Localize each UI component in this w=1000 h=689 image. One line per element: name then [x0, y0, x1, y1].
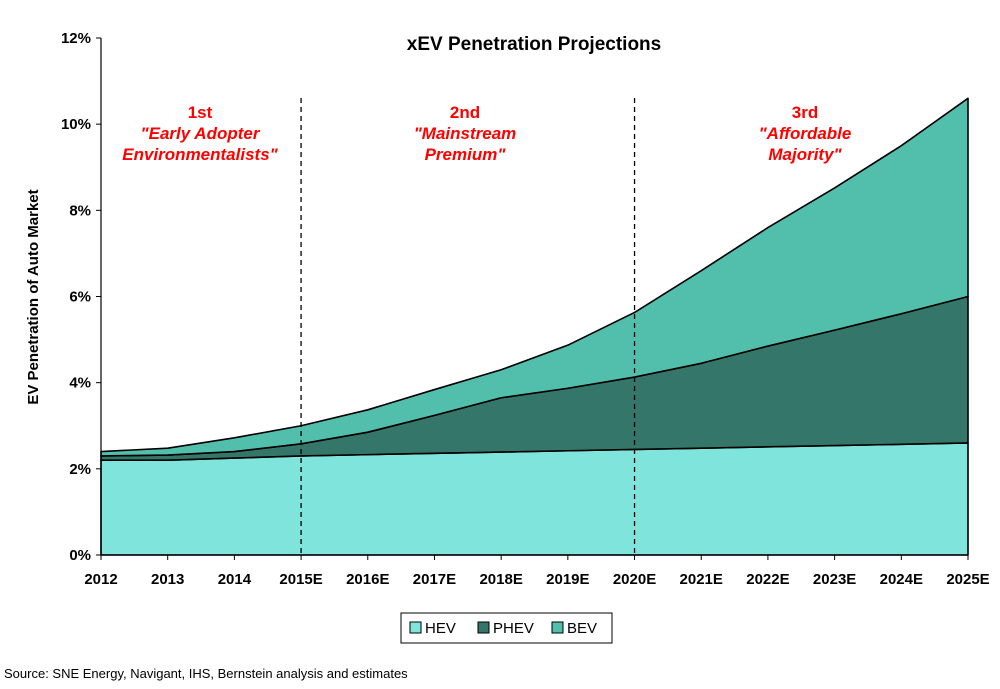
x-tick-label: 2012 [84, 571, 117, 588]
x-tick-label: 2017E [413, 571, 456, 588]
legend-swatch-phev [477, 621, 490, 634]
chart-title: xEV Penetration Projections [407, 34, 661, 55]
legend-swatch-bev [551, 621, 564, 634]
y-tick-label: 0% [69, 547, 91, 564]
area-hev [100, 442, 969, 556]
phase-1-line2: Environmentalists" [122, 145, 278, 164]
y-tick-label: 10% [61, 116, 91, 133]
phase-2-number: 2nd [450, 103, 480, 122]
y-tick-label: 8% [69, 202, 91, 219]
area-bev [100, 97, 969, 457]
x-tick-label: 2018E [479, 571, 522, 588]
x-tick-label: 2022E [746, 571, 789, 588]
x-tick-label: 2014 [218, 571, 252, 588]
phase-3-number: 3rd [792, 103, 818, 122]
legend-label-bev: BEV [567, 620, 597, 637]
legend-label-phev: PHEV [493, 620, 534, 637]
y-tick-label: 4% [69, 375, 91, 392]
phase-3-line1: "Affordable [759, 124, 852, 143]
phase-2-line2: Premium" [425, 145, 507, 164]
x-tick-label: 2016E [346, 571, 389, 588]
source-note: Source: SNE Energy, Navigant, IHS, Berns… [4, 666, 408, 681]
x-tick-label: 2020E [613, 571, 656, 588]
y-tick-label: 2% [69, 461, 91, 478]
phase-2-line1: "Mainstream [414, 124, 517, 143]
legend-swatch-hev [409, 621, 422, 634]
y-tick-label: 12% [61, 30, 91, 47]
phase-1-number: 1st [188, 103, 213, 122]
x-tick-label: 2024E [880, 571, 923, 588]
x-tick-label: 2023E [813, 571, 856, 588]
y-axis-label: EV Penetration of Auto Market [25, 189, 42, 404]
phase-1-line1: "Early Adopter [141, 124, 261, 143]
legend-label-hev: HEV [425, 620, 456, 637]
x-tick-label: 2013 [151, 571, 184, 588]
x-tick-label: 2021E [680, 571, 723, 588]
x-tick-label: 2025E [946, 571, 989, 588]
x-tick-label: 2015E [279, 571, 322, 588]
legend-box [400, 612, 613, 644]
phase-3-line2: Majority" [768, 145, 842, 164]
y-tick-label: 6% [69, 289, 91, 306]
chart-svg: 0% 2% 4% 6% 8% 10% 12% 2012 2013 2014 2015E 2016E 20… [25, 30, 990, 644]
x-tick-label: 2019E [546, 571, 589, 588]
